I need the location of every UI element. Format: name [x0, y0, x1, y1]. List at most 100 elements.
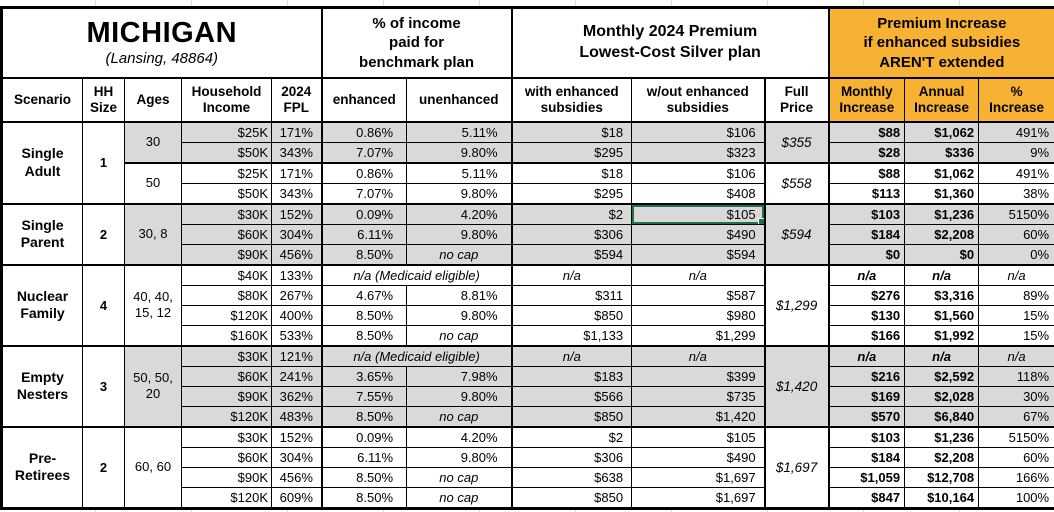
fpl-cell[interactable]: 241%	[270, 365, 323, 387]
premium-with-subsidies-cell[interactable]: $850	[510, 304, 633, 326]
pct-increase-cell[interactable]: 491%	[978, 161, 1054, 184]
hh-size-cell[interactable]: 3	[82, 344, 125, 427]
unenhanced-pct-cell[interactable]: no cap	[406, 486, 513, 509]
enhanced-pct-cell[interactable]: 8.50%	[320, 405, 408, 427]
pct-increase-cell[interactable]: 15%	[978, 324, 1054, 346]
col-header-with-enhanced-subsidies[interactable]: with enhanced subsidies	[510, 77, 633, 123]
enhanced-pct-cell[interactable]: 6.11%	[320, 223, 408, 245]
premium-with-subsidies-cell[interactable]: $566	[510, 385, 633, 407]
medicaid-eligible-note-cell[interactable]: n/a (Medicaid eligible)	[320, 263, 513, 286]
pct-increase-cell[interactable]: 89%	[978, 284, 1054, 306]
scenario-cell[interactable]: Pre- Retirees	[1, 425, 83, 509]
col-header-full-price[interactable]: Full Price	[763, 77, 830, 123]
premium-without-subsidies-cell[interactable]: $594	[631, 243, 766, 265]
annual-increase-cell[interactable]: $3,316	[904, 284, 980, 306]
header-group-premium-increase[interactable]: Premium Increase if enhanced subsidies A…	[827, 7, 1054, 79]
monthly-increase-cell[interactable]: $130	[827, 304, 906, 326]
monthly-increase-cell[interactable]: $88	[827, 161, 906, 184]
monthly-increase-cell[interactable]: n/a	[827, 263, 906, 286]
unenhanced-pct-cell[interactable]: no cap	[406, 405, 513, 427]
fpl-cell[interactable]: 121%	[270, 344, 323, 367]
hh-size-cell[interactable]: 1	[82, 120, 125, 204]
col-header-2024-fpl[interactable]: 2024 FPL	[270, 77, 323, 123]
annual-increase-cell[interactable]: $2,208	[904, 446, 980, 468]
household-income-cell[interactable]: $90K	[181, 385, 272, 407]
annual-increase-cell[interactable]: $1,360	[904, 182, 980, 204]
premium-with-subsidies-cell[interactable]: n/a	[510, 263, 633, 286]
premium-without-subsidies-cell[interactable]: $106	[631, 161, 766, 184]
fpl-cell[interactable]: 304%	[270, 223, 323, 245]
annual-increase-cell[interactable]: $2,028	[904, 385, 980, 407]
unenhanced-pct-cell[interactable]: 4.20%	[406, 202, 513, 225]
premium-with-subsidies-cell[interactable]: $1,133	[510, 324, 633, 346]
table-title-cell[interactable]: MICHIGAN (Lansing, 48864)	[0, 7, 323, 79]
pct-increase-cell[interactable]: n/a	[978, 344, 1054, 367]
premium-with-subsidies-cell[interactable]: $2	[510, 202, 633, 225]
fpl-cell[interactable]: 609%	[270, 486, 323, 509]
fpl-cell[interactable]: 483%	[270, 405, 323, 427]
pct-increase-cell[interactable]: 100%	[978, 486, 1054, 509]
annual-increase-cell[interactable]: $10,164	[904, 486, 980, 509]
unenhanced-pct-cell[interactable]: 9.80%	[406, 385, 513, 407]
premium-with-subsidies-cell[interactable]: $638	[510, 466, 633, 488]
pct-increase-cell[interactable]: 38%	[978, 182, 1054, 204]
pct-increase-cell[interactable]: 15%	[978, 304, 1054, 326]
pct-increase-cell[interactable]: 60%	[978, 446, 1054, 468]
annual-increase-cell[interactable]: $1,062	[904, 120, 980, 143]
premium-with-subsidies-cell[interactable]: n/a	[510, 344, 633, 367]
fpl-cell[interactable]: 400%	[270, 304, 323, 326]
pct-increase-cell[interactable]: 9%	[978, 141, 1054, 163]
premium-with-subsidies-cell[interactable]: $18	[510, 161, 633, 184]
annual-increase-cell[interactable]: $6,840	[904, 405, 980, 427]
premium-without-subsidies-cell[interactable]: $1,697	[631, 486, 766, 509]
fpl-cell[interactable]: 362%	[270, 385, 323, 407]
enhanced-pct-cell[interactable]: 8.50%	[320, 304, 408, 326]
premium-with-subsidies-cell[interactable]: $183	[510, 365, 633, 387]
annual-increase-cell[interactable]: n/a	[904, 263, 980, 286]
pct-increase-cell[interactable]: n/a	[978, 263, 1054, 286]
annual-increase-cell[interactable]: $1,062	[904, 161, 980, 184]
unenhanced-pct-cell[interactable]: 9.80%	[406, 223, 513, 245]
fpl-cell[interactable]: 171%	[270, 120, 323, 143]
household-income-cell[interactable]: $30K	[181, 202, 272, 225]
pct-increase-cell[interactable]: 67%	[978, 405, 1054, 427]
unenhanced-pct-cell[interactable]: 9.80%	[406, 182, 513, 204]
col-header-annual-increase[interactable]: Annual Increase	[904, 77, 980, 123]
fpl-cell[interactable]: 456%	[270, 243, 323, 265]
ages-cell[interactable]: 30	[124, 120, 182, 163]
enhanced-pct-cell[interactable]: 0.09%	[320, 202, 408, 225]
enhanced-pct-cell[interactable]: 4.67%	[320, 284, 408, 306]
monthly-increase-cell[interactable]: $184	[827, 446, 906, 468]
monthly-increase-cell[interactable]: $103	[827, 425, 906, 448]
full-price-cell[interactable]: $355	[763, 120, 830, 163]
scenario-cell[interactable]: Nuclear Family	[1, 263, 83, 346]
pct-increase-cell[interactable]: 30%	[978, 385, 1054, 407]
full-price-cell[interactable]: $1,420	[763, 344, 830, 427]
medicaid-eligible-note-cell[interactable]: n/a (Medicaid eligible)	[320, 344, 513, 367]
fpl-cell[interactable]: 267%	[270, 284, 323, 306]
enhanced-pct-cell[interactable]: 0.86%	[320, 120, 408, 143]
pct-increase-cell[interactable]: 118%	[978, 365, 1054, 387]
premium-without-subsidies-cell[interactable]: $490	[631, 446, 766, 468]
enhanced-pct-cell[interactable]: 8.50%	[320, 243, 408, 265]
unenhanced-pct-cell[interactable]: no cap	[406, 243, 513, 265]
scenario-cell[interactable]: Single Parent	[1, 202, 83, 265]
unenhanced-pct-cell[interactable]: 5.11%	[406, 161, 513, 184]
household-income-cell[interactable]: $60K	[181, 365, 272, 387]
hh-size-cell[interactable]: 4	[82, 263, 125, 346]
premium-without-subsidies-cell[interactable]: $490	[631, 223, 766, 245]
monthly-increase-cell[interactable]: $28	[827, 141, 906, 163]
household-income-cell[interactable]: $25K	[181, 161, 272, 184]
full-price-cell[interactable]: $1,697	[763, 425, 830, 509]
premium-with-subsidies-cell[interactable]: $295	[510, 141, 633, 163]
premium-with-subsidies-cell[interactable]: $850	[510, 405, 633, 427]
premium-without-subsidies-cell[interactable]: $105	[631, 202, 766, 225]
hh-size-cell[interactable]: 2	[82, 202, 125, 265]
premium-without-subsidies-cell[interactable]: n/a	[631, 263, 766, 286]
enhanced-pct-cell[interactable]: 6.11%	[320, 446, 408, 468]
monthly-increase-cell[interactable]: $88	[827, 120, 906, 143]
monthly-increase-cell[interactable]: n/a	[827, 344, 906, 367]
enhanced-pct-cell[interactable]: 8.50%	[320, 324, 408, 346]
col-header-monthly-increase[interactable]: Monthly Increase	[827, 77, 906, 123]
premium-without-subsidies-cell[interactable]: $1,420	[631, 405, 766, 427]
